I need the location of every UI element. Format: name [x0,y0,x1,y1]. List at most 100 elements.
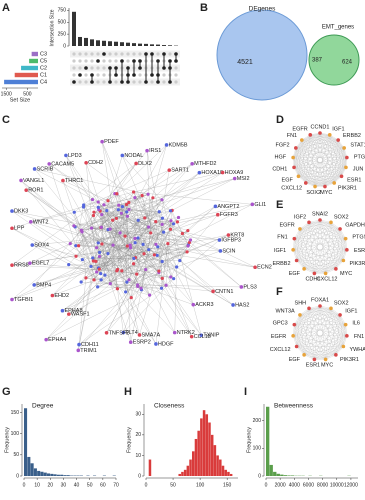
edge [339,314,347,336]
matrix-dot-bg [162,80,166,84]
node-label: WNT2 [33,219,49,225]
edge [107,245,128,254]
bar [47,473,51,476]
node [336,138,340,142]
matrix-dot [162,66,166,70]
edge [301,139,347,168]
edge [314,167,347,187]
node [253,265,257,270]
matrix-dot-bg [72,52,76,56]
gene-label: EGF [289,271,301,277]
edge [293,228,301,250]
node [188,238,193,242]
edge [81,228,92,231]
node [149,231,153,235]
edge [298,139,339,177]
edge [137,244,189,286]
node [19,178,23,183]
edge [294,308,310,325]
gene-label: GPC3 [273,320,288,326]
edge [294,238,336,269]
edge [121,204,253,271]
node [137,333,142,337]
edge [74,212,100,270]
edge [308,308,346,325]
node [345,155,349,160]
edge [310,134,326,187]
edge [294,238,305,269]
bar [37,470,41,476]
node-label: SCRIB [37,166,54,172]
edge [161,239,220,289]
edge [293,140,302,158]
node [298,313,302,317]
edge [293,147,345,168]
node [190,161,194,166]
edge [305,147,345,184]
edge [75,245,95,280]
matrix-dot-bg [132,52,136,56]
edge [330,222,346,239]
gene-label: IGF2 [294,214,306,220]
node [303,181,308,185]
node [147,248,151,252]
gene-label: CXCL12 [270,347,291,353]
matrix-dot-bg [132,80,136,84]
y-tick-label: 150 [11,410,20,416]
edge [296,346,336,355]
edge [162,218,242,288]
node [298,227,302,231]
edge [49,163,99,203]
edge [52,247,97,296]
edge [325,260,344,274]
matrix-dot-bg [90,52,94,56]
node [186,228,190,233]
node [327,133,332,137]
edge [314,324,346,360]
node [76,244,81,248]
bar [210,434,214,476]
edge [308,308,315,360]
node [175,265,179,269]
edge [305,134,311,183]
edge [49,163,76,246]
node-label: TXNIP [203,333,220,339]
bar [168,45,172,46]
x-tick-label: 2000 [275,482,286,488]
edge [299,222,332,230]
node [67,263,71,267]
matrix-dot [156,80,160,84]
edge [341,147,345,177]
edge [110,228,126,237]
node [185,250,189,254]
node [28,261,32,265]
edge [305,176,342,184]
edge [293,308,310,336]
bar [183,469,187,476]
node [323,271,328,276]
chart-title: Betweenness [274,403,314,410]
edge [125,286,138,293]
edge [310,134,335,184]
edge [95,245,128,262]
edge [308,222,326,274]
edge [330,308,341,316]
gene-label: PIK3R1 [340,357,359,363]
matrix-dot-bg [126,52,130,56]
bar [56,474,60,476]
y-tick-label: 50 [13,452,19,458]
edge [296,260,315,274]
edge [338,140,347,168]
edge [330,308,346,325]
node [79,280,83,284]
node [141,242,145,247]
edge [299,314,347,336]
edge [329,134,347,158]
panel-label: D [276,114,284,126]
node [136,218,140,222]
edge [310,134,347,158]
matrix-dot-bg [174,66,178,70]
node [121,330,126,335]
edge [91,245,189,267]
bar [30,463,34,476]
